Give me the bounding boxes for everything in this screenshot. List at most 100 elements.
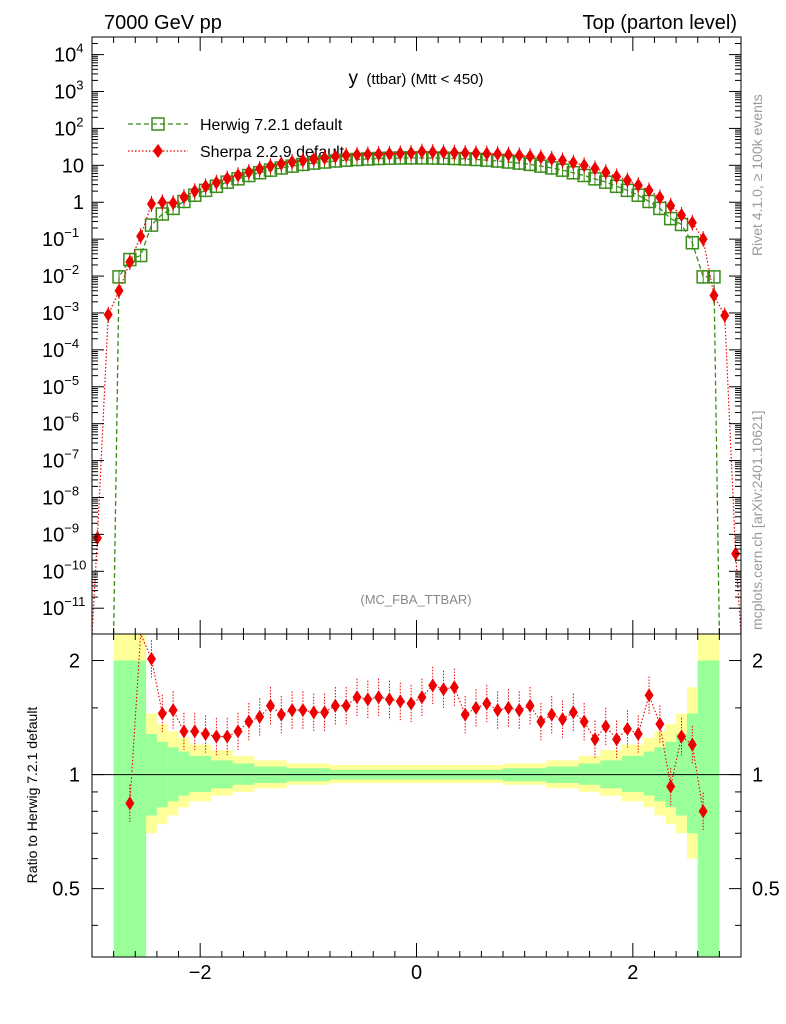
ratio-band-inner [189,755,211,792]
ratio-ytick-label-right: 1 [752,765,763,787]
main-ytick-label: 10−7 [42,447,79,473]
ratio-point [666,779,676,794]
ratio-point [633,726,643,741]
plot-title-main: y [348,68,358,89]
herwig-point [707,270,721,284]
ratio-point [482,696,492,711]
main-ytick-label: 10−10 [42,557,86,583]
ratio-point [536,714,546,729]
sherpa-point [363,147,373,162]
sherpa-point [677,208,687,223]
main-ytick-label: 10−2 [42,262,79,288]
ratio-band-inner [113,660,125,957]
ratio-point [558,712,568,727]
ratio-point [309,705,319,720]
main-ytick-label: 102 [54,114,83,140]
legend: Herwig 7.2.1 default Sherpa 2.2.9 defaul… [128,117,345,161]
main-ytick-label-exponent: −5 [64,373,79,388]
ratio-point [265,698,275,713]
main-ytick-label-exponent: −4 [64,336,79,351]
main-ytick-label-exponent: −1 [64,225,79,240]
side-text-bottom: mcplots.cern.ch [arXiv:2401.10621] [749,411,765,630]
ratio-point [471,700,481,715]
sherpa-point [698,232,708,247]
ratio-point [125,796,135,811]
ratio-point [417,690,427,705]
ratio-point [384,692,394,707]
header-right: Top (parton level) [582,12,737,34]
main-ytick-label-exponent: −9 [64,520,79,535]
sherpa-point [633,178,643,193]
ratio-point [179,724,189,739]
sherpa-point [395,146,405,161]
sherpa-point [320,150,330,165]
main-ytick-label: 10−5 [42,373,79,399]
ratio-point [590,732,600,747]
sherpa-point [622,173,632,188]
ratio-band-inner [178,751,190,796]
ratio-point [168,703,178,718]
sherpa-point [568,155,578,170]
ratio-point [655,716,665,731]
sherpa-point [244,164,254,179]
sherpa-point [536,150,546,165]
legend-herwig-marker [151,117,165,131]
ratio-ytick-label: 1 [69,765,80,787]
sherpa-point [449,145,459,160]
ratio-point [255,709,265,724]
sherpa-point [309,152,319,167]
main-ytick-label: 1 [73,192,84,214]
ratio-point [677,729,687,744]
main-ytick-label: 10−8 [42,483,79,509]
sherpa-point [136,229,146,244]
plot-title: y (ttbar) (Mtt < 450) [348,68,483,89]
main-ytick-label-exponent: −11 [64,594,85,609]
sherpa-point [428,145,438,160]
ratio-panel [92,633,741,957]
side-text-top: Rivet 4.1.0, ≥ 100k events [749,94,765,256]
sherpa-point [103,307,113,322]
ratio-point [287,703,297,718]
ratio-point [395,694,405,709]
ratio-point [330,698,340,713]
main-ytick-label-exponent: −3 [64,299,79,314]
ratio-ylabel: Ratio to Herwig 7.2.1 default [24,707,40,884]
sherpa-point [547,151,557,166]
sherpa-point [687,215,697,230]
main-ytick-label: 10−11 [42,594,85,620]
ratio-point [644,688,654,703]
sherpa-point [709,288,719,303]
ratio-point [525,698,535,713]
ratio-band-inner [697,660,720,957]
herwig-point [133,248,148,263]
sherpa-point [439,145,449,160]
sherpa-point [157,195,167,210]
sherpa-point [417,144,427,159]
ratio-point [352,690,362,705]
sherpa-point [125,255,135,270]
main-ytick-label: 10−1 [42,225,79,251]
ratio-point [146,651,156,666]
ratio-ytick-label-right: 2 [752,651,763,673]
ratio-point [568,705,578,720]
sherpa-point [168,196,178,211]
main-ytick-label-exponent: 2 [76,114,83,129]
main-ytick-label: 10 [62,155,84,177]
plot-title-sub: (ttbar) (Mtt < 450) [366,71,483,88]
analysis-tag: (MC_FBA_TTBAR) [360,592,471,607]
sherpa-point [179,190,189,205]
sherpa-point [644,183,654,198]
xtick-label: 0 [411,962,422,984]
main-frame [91,36,742,635]
ratio-band-inner [643,751,655,796]
herwig-series-line [112,157,721,635]
ratio-point [201,726,211,741]
sherpa-series-line [91,151,742,635]
ratio-band-inner [622,755,644,792]
main-ytick-label-exponent: −2 [64,262,79,277]
sherpa-point [590,161,600,176]
ratio-ytick-label: 0.5 [52,879,80,901]
ratio-point [222,729,232,744]
ratio-point [211,729,221,744]
